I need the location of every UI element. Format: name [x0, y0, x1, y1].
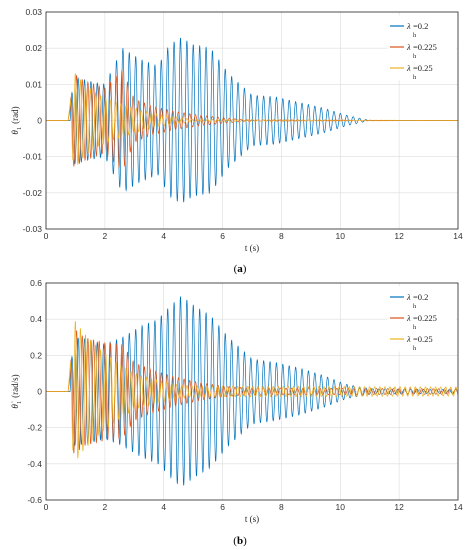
chart-panel-b: 0 2 4 6 8 10 12 14 -0.6 -0.4 -0.2 0 0.2 0.4 0.6 t (s) θ̇…	[10, 278, 463, 547]
panel-caption: (a)	[234, 263, 247, 275]
x-tick-label: 8	[279, 502, 284, 512]
caption-close: )	[243, 535, 247, 547]
y-tick-label: 0.2	[30, 350, 42, 360]
legend-subscript: h	[413, 32, 417, 39]
y-tick-label: -0.02	[23, 188, 43, 198]
caption-open: (	[234, 263, 238, 275]
legend-subscript: h	[413, 345, 417, 352]
y-tick-label: -0.6	[27, 495, 42, 505]
x-tick-label: 0	[44, 231, 49, 241]
y-tick-label: 0.4	[30, 314, 42, 324]
y-axis-symbol: θ	[10, 130, 20, 135]
x-tick-label: 4	[161, 502, 166, 512]
legend-subscript: h	[413, 53, 417, 60]
y-tick-label: -0.01	[23, 152, 43, 162]
caption-letter: b	[237, 535, 243, 547]
y-axis-unit: (rad)	[10, 106, 20, 124]
x-tick-label: 14	[453, 231, 463, 241]
y-axis-subscript: 1	[16, 401, 23, 404]
x-tick-label: 4	[161, 231, 166, 241]
legend-label-2: λh=0.225	[406, 42, 437, 60]
caption-open: (	[233, 535, 237, 547]
y-tick-label: -0.4	[27, 459, 42, 469]
caption-letter: a	[237, 263, 243, 275]
legend-symbol: λ	[406, 63, 411, 73]
x-tick-label: 6	[220, 502, 225, 512]
legend-symbol: λ	[406, 292, 411, 302]
legend-value: =0.225	[413, 42, 437, 52]
y-tick-label: 0	[37, 116, 42, 126]
legend-symbol: λ	[406, 21, 411, 31]
legend-label-2: λh=0.225	[406, 313, 437, 331]
x-tick-label: 14	[453, 502, 463, 512]
legend-symbol: λ	[406, 313, 411, 323]
y-axis-unit: (rad/s)	[10, 374, 20, 398]
caption-close: )	[243, 263, 247, 275]
legend-value: =0.25	[413, 63, 433, 73]
x-tick-label: 12	[394, 231, 404, 241]
legend-value: =0.225	[413, 313, 437, 323]
y-axis-label: θ̇1 (rad/s)	[10, 374, 23, 408]
legend-symbol: λ	[406, 42, 411, 52]
series-line-3	[46, 73, 458, 165]
legend-label-3: λh=0.25	[406, 334, 433, 352]
x-axis-label: t (s)	[245, 243, 259, 253]
legend-value: =0.25	[413, 334, 433, 344]
x-axis-label: t (s)	[245, 514, 259, 524]
legend-value: =0.2	[413, 292, 428, 302]
y-tick-label: 0.6	[30, 278, 42, 288]
y-tick-label: 0.03	[25, 7, 42, 17]
legend-value: =0.2	[413, 21, 428, 31]
x-tick-label: 0	[44, 502, 49, 512]
x-tick-label: 6	[220, 231, 225, 241]
axes-frame	[45, 11, 459, 230]
y-tick-label: 0.02	[25, 43, 42, 53]
x-tick-label: 12	[394, 502, 404, 512]
series-line-3	[46, 321, 458, 459]
axes-frame	[45, 282, 459, 501]
y-tick-label: 0	[37, 387, 42, 397]
legend-subscript: h	[413, 303, 417, 310]
x-tick-label: 2	[102, 231, 107, 241]
legend-label-1: λh=0.2	[406, 21, 428, 39]
y-axis-subscript: 1	[16, 127, 23, 130]
legend-subscript: h	[413, 74, 417, 81]
legend-label-1: λh=0.2	[406, 292, 428, 310]
y-tick-label: -0.2	[27, 423, 42, 433]
legend-box	[387, 15, 457, 81]
y-axis-symbol: θ̇	[10, 401, 20, 408]
x-tick-label: 2	[102, 502, 107, 512]
legend-box	[387, 286, 457, 352]
x-tick-label: 10	[336, 502, 346, 512]
legend-label-3: λh=0.25	[406, 63, 433, 81]
x-tick-label: 8	[279, 231, 284, 241]
x-tick-label: 10	[336, 231, 346, 241]
panel-caption: (b)	[233, 535, 247, 547]
y-tick-label: -0.03	[23, 224, 43, 234]
y-tick-label: 0.01	[25, 79, 42, 89]
legend-subscript: h	[413, 324, 417, 331]
y-axis-label: θ1 (rad)	[10, 106, 23, 134]
chart-panel-a: 0 2 4 6 8 10 12 14 -0.03 -0.02 -0.01 0 0.01 0.02 0.03 t…	[10, 7, 463, 275]
legend-symbol: λ	[406, 334, 411, 344]
